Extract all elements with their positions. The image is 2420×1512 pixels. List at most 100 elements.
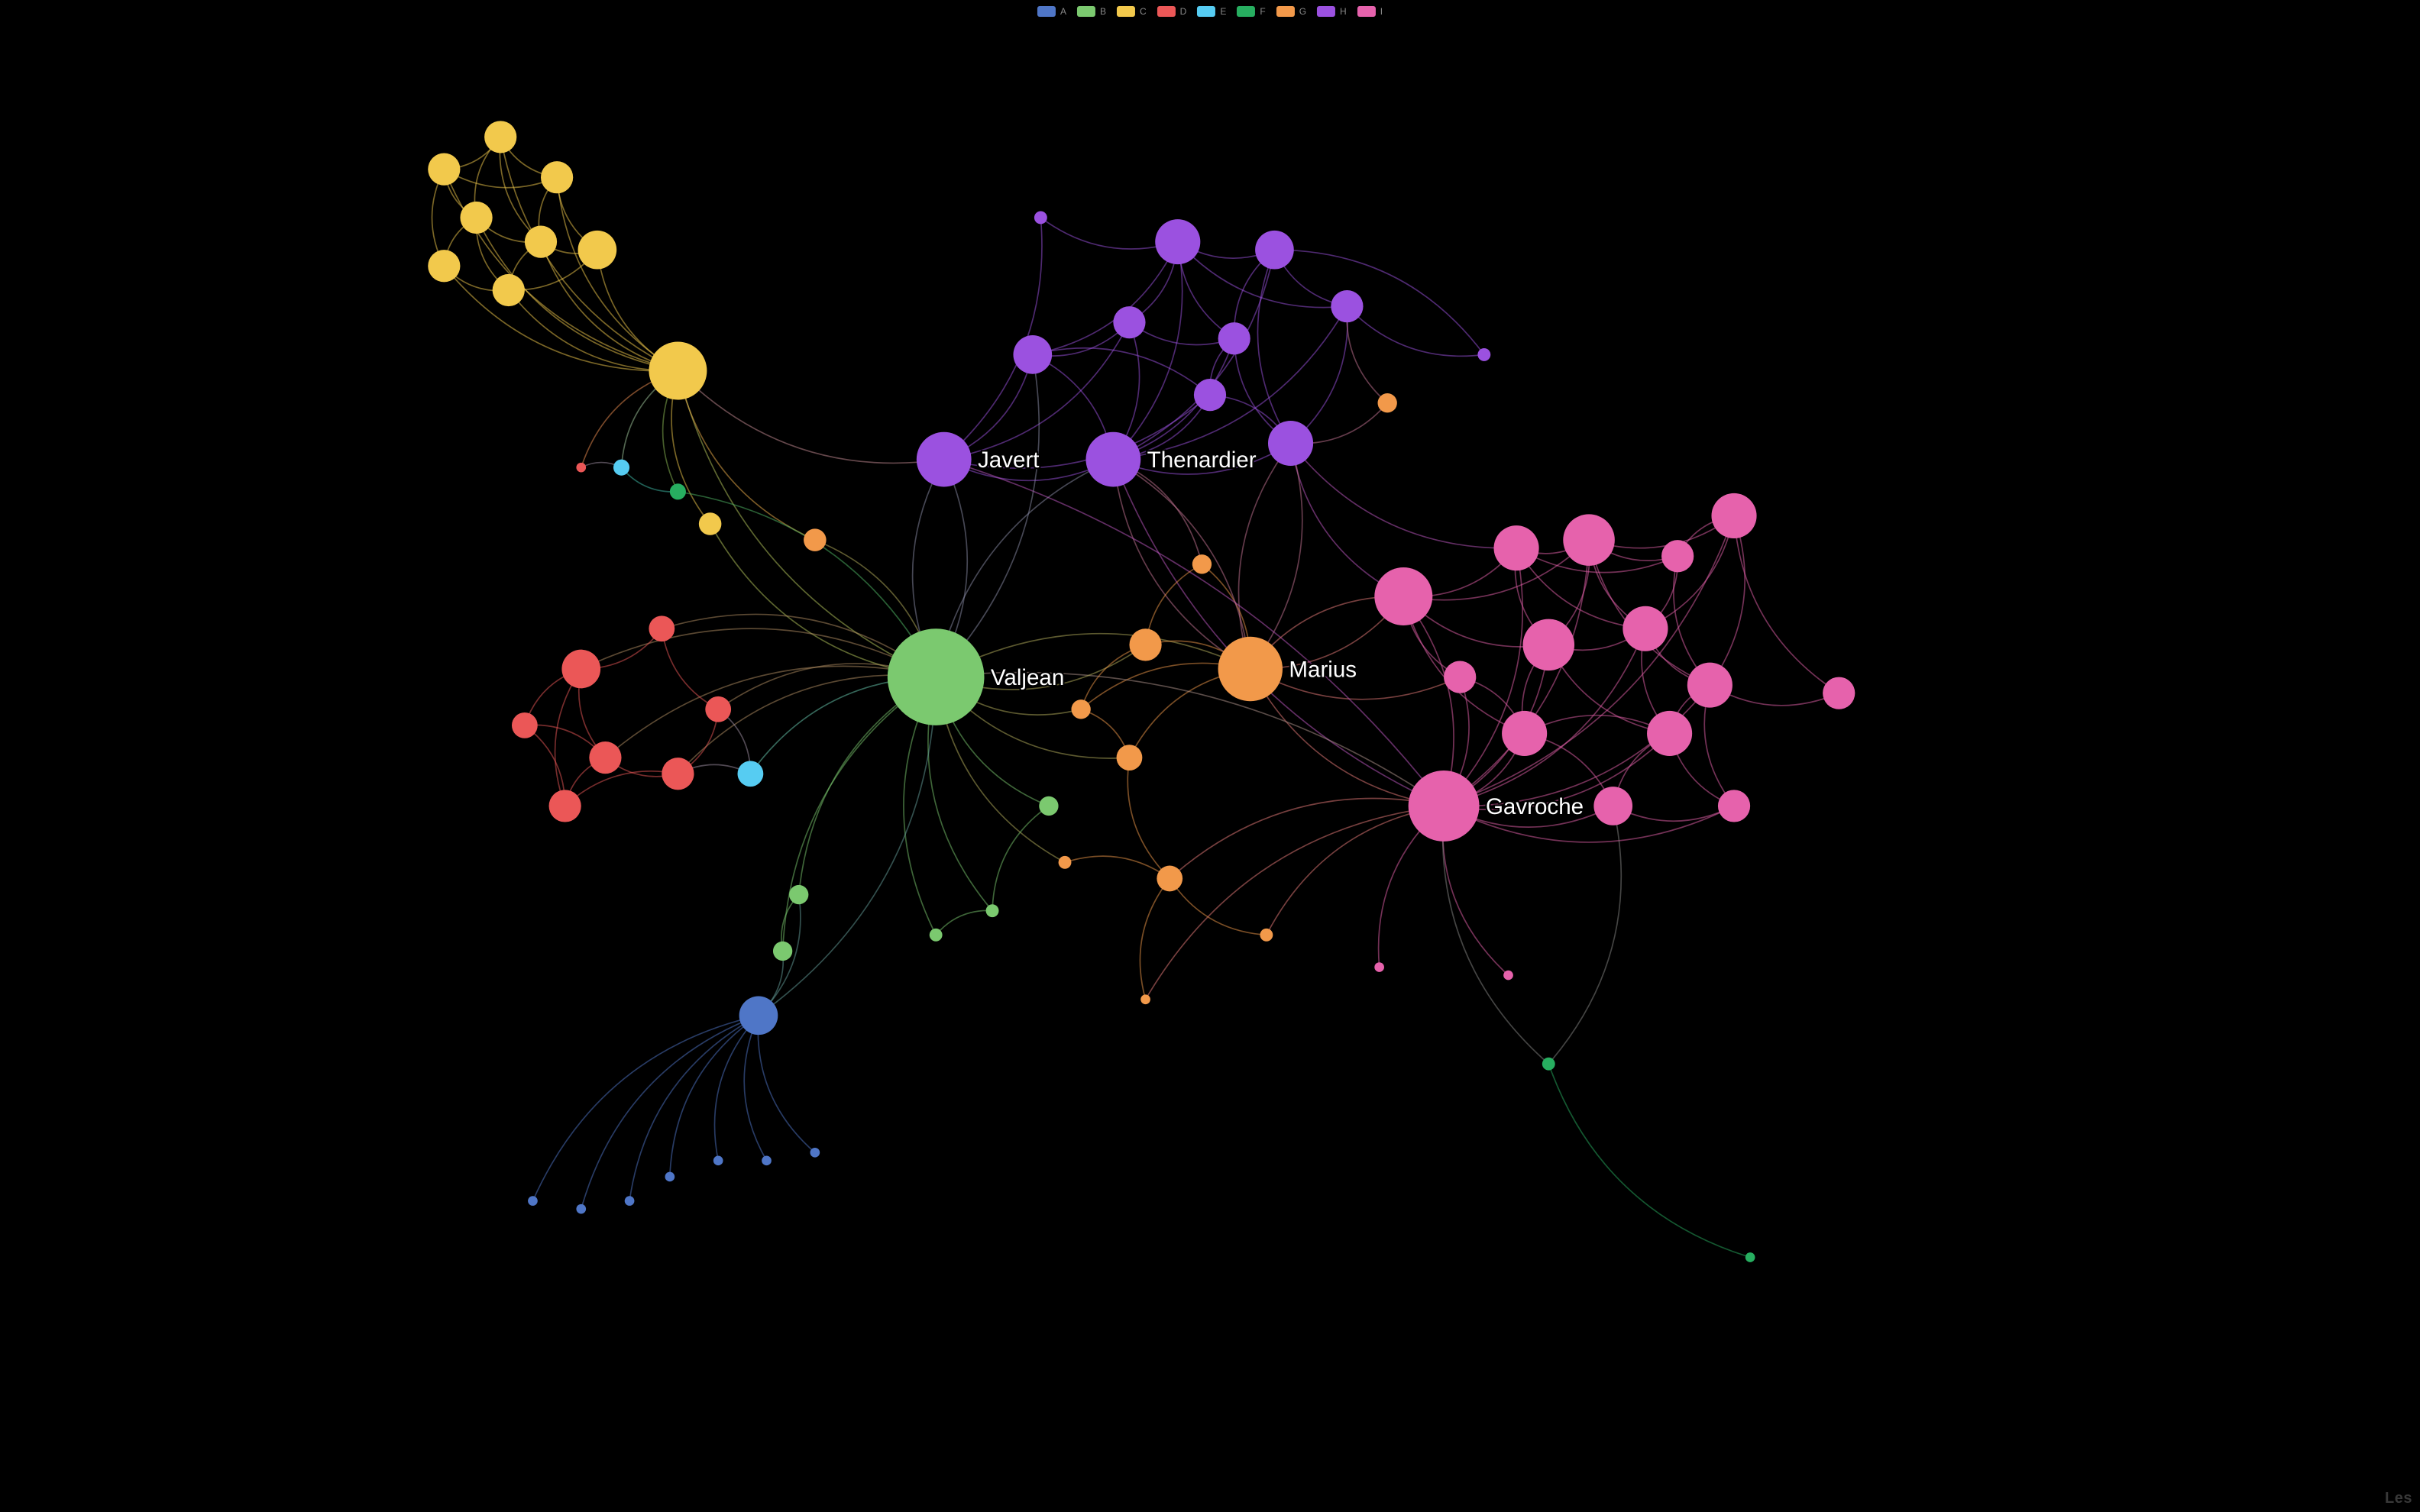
legend-item-C[interactable]: C bbox=[1117, 6, 1147, 17]
legend-label: B bbox=[1100, 6, 1106, 17]
node-gavroche[interactable] bbox=[1409, 771, 1480, 842]
legend-item-H[interactable]: H bbox=[1317, 6, 1347, 17]
node-javert[interactable] bbox=[917, 432, 972, 487]
node-tiny5[interactable] bbox=[1140, 994, 1150, 1004]
legend-item-B[interactable]: B bbox=[1077, 6, 1106, 17]
node-g2[interactable] bbox=[1117, 745, 1143, 771]
node-a6[interactable] bbox=[762, 1155, 772, 1165]
node-i3[interactable] bbox=[1523, 619, 1575, 671]
legend-item-F[interactable]: F bbox=[1237, 6, 1265, 17]
node-tiny3[interactable] bbox=[1374, 962, 1384, 972]
node-i4[interactable] bbox=[1563, 514, 1615, 566]
node-g7[interactable] bbox=[1378, 393, 1397, 412]
node-d1[interactable] bbox=[561, 650, 600, 689]
node-g1[interactable] bbox=[1129, 628, 1161, 661]
node-d4[interactable] bbox=[549, 790, 581, 822]
node-c_hub[interactable] bbox=[649, 342, 707, 400]
node-c4[interactable] bbox=[460, 202, 492, 234]
legend[interactable]: A BCDEF GH I bbox=[1037, 6, 1383, 17]
node-h3[interactable] bbox=[1155, 219, 1200, 264]
node-e1[interactable] bbox=[738, 761, 764, 787]
node-b3[interactable] bbox=[1039, 796, 1058, 816]
node-h7[interactable] bbox=[1194, 379, 1226, 411]
node-i9[interactable] bbox=[1593, 787, 1632, 825]
legend-item-A[interactable]: A bbox=[1037, 6, 1066, 17]
node-f3[interactable] bbox=[1745, 1252, 1755, 1262]
node-h6[interactable] bbox=[1268, 421, 1313, 466]
legend-label: I bbox=[1380, 6, 1383, 17]
node-b1[interactable] bbox=[789, 885, 808, 904]
legend-item-D[interactable]: D bbox=[1157, 6, 1187, 17]
node-h5[interactable] bbox=[1218, 322, 1250, 354]
node-i14[interactable] bbox=[1444, 661, 1476, 693]
node-c6[interactable] bbox=[428, 250, 460, 282]
node-d2[interactable] bbox=[589, 741, 621, 774]
node-a5[interactable] bbox=[713, 1155, 723, 1165]
node-i13[interactable] bbox=[1661, 540, 1694, 572]
node-d3[interactable] bbox=[662, 758, 694, 790]
node-h4[interactable] bbox=[1255, 231, 1294, 270]
node-d6[interactable] bbox=[705, 696, 731, 722]
node-a7[interactable] bbox=[810, 1148, 820, 1158]
node-h2[interactable] bbox=[1113, 306, 1145, 338]
legend-swatch bbox=[1037, 6, 1056, 17]
node-label-marius: Marius bbox=[1289, 657, 1357, 683]
node-a4[interactable] bbox=[665, 1172, 675, 1182]
edge bbox=[1274, 250, 1483, 354]
node-g8[interactable] bbox=[1260, 929, 1273, 942]
node-i10[interactable] bbox=[1718, 790, 1750, 822]
legend-swatch bbox=[1237, 6, 1255, 17]
node-a1[interactable] bbox=[528, 1196, 538, 1206]
node-h8[interactable] bbox=[1331, 290, 1363, 322]
node-f2[interactable] bbox=[1542, 1058, 1555, 1071]
node-b4[interactable] bbox=[986, 904, 999, 917]
node-b2[interactable] bbox=[773, 942, 792, 961]
node-e2[interactable] bbox=[613, 460, 629, 476]
legend-swatch bbox=[1117, 6, 1135, 17]
node-c2[interactable] bbox=[484, 121, 516, 153]
node-h9[interactable] bbox=[1034, 212, 1047, 225]
node-c1[interactable] bbox=[428, 153, 460, 186]
edge bbox=[1113, 460, 1444, 806]
node-d7[interactable] bbox=[512, 712, 538, 738]
node-g3[interactable] bbox=[1071, 699, 1090, 719]
legend-item-G[interactable]: G bbox=[1276, 6, 1306, 17]
node-valjean[interactable] bbox=[888, 628, 985, 725]
node-g4[interactable] bbox=[1157, 866, 1182, 892]
node-tiny2[interactable] bbox=[1477, 348, 1490, 361]
node-c3[interactable] bbox=[541, 161, 573, 193]
edge bbox=[444, 170, 557, 188]
node-i7[interactable] bbox=[1711, 493, 1756, 538]
node-marius[interactable] bbox=[1218, 637, 1283, 701]
node-i8[interactable] bbox=[1647, 711, 1692, 756]
node-i5[interactable] bbox=[1622, 606, 1668, 651]
node-c9[interactable] bbox=[699, 512, 722, 535]
node-d5[interactable] bbox=[649, 615, 675, 641]
node-c8[interactable] bbox=[578, 231, 617, 270]
node-i1[interactable] bbox=[1374, 567, 1432, 625]
legend-item-I[interactable]: I bbox=[1357, 6, 1383, 17]
node-c7[interactable] bbox=[493, 274, 525, 306]
node-tiny4[interactable] bbox=[1503, 971, 1513, 981]
node-i11[interactable] bbox=[1823, 677, 1855, 709]
node-h1[interactable] bbox=[1013, 335, 1052, 374]
node-thenardier[interactable] bbox=[1085, 432, 1140, 487]
node-f1[interactable] bbox=[670, 483, 686, 499]
legend-item-E[interactable]: E bbox=[1197, 6, 1226, 17]
node-g9[interactable] bbox=[804, 528, 827, 551]
node-a2[interactable] bbox=[576, 1204, 586, 1214]
node-i12[interactable] bbox=[1502, 711, 1547, 756]
node-i2[interactable] bbox=[1494, 525, 1539, 570]
network-graph-svg[interactable]: ValjeanMariusGavrocheJavertThenardier bbox=[0, 0, 2420, 1512]
edge bbox=[1548, 1064, 1750, 1257]
legend-swatch bbox=[1157, 6, 1176, 17]
legend-label: G bbox=[1299, 6, 1306, 17]
node-g5[interactable] bbox=[1059, 856, 1072, 869]
node-c5[interactable] bbox=[525, 226, 557, 258]
node-b5[interactable] bbox=[930, 929, 943, 942]
node-tiny1[interactable] bbox=[576, 463, 586, 473]
node-a3[interactable] bbox=[625, 1196, 635, 1206]
node-i6[interactable] bbox=[1687, 663, 1732, 708]
node-a_hub[interactable] bbox=[739, 997, 778, 1035]
node-g6[interactable] bbox=[1192, 554, 1212, 573]
